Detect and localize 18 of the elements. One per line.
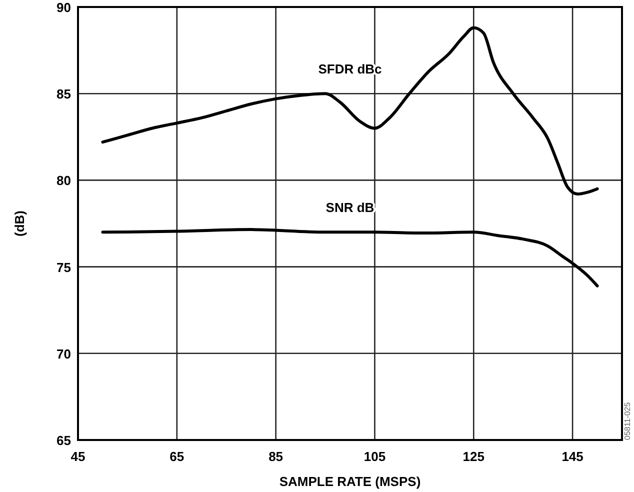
y-axis-title: (dB) [12,210,27,236]
y-tick-label: 90 [56,0,71,15]
y-tick-label: 75 [56,260,71,275]
line-series [101,228,599,288]
x-tick-label: 85 [268,449,284,464]
y-tick-label: 80 [56,173,71,188]
x-tick-label: 105 [364,449,386,464]
series-label: SNR dB [326,200,374,216]
x-tick-label: 145 [562,449,584,464]
x-tick-label: 45 [70,449,86,464]
y-tick-label: 65 [56,433,71,448]
line-series [101,26,599,196]
y-tick-label: 70 [56,346,71,362]
y-tick-label: 85 [56,86,71,102]
text: 05811-025 [623,402,632,440]
x-tick-label: 125 [462,449,484,464]
x-axis-title: SAMPLE RATE (MSPS) [279,474,421,489]
x-tick-label: 65 [170,449,184,464]
